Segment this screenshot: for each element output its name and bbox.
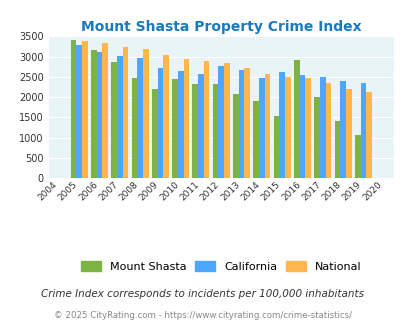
Bar <box>198 74 203 178</box>
Bar <box>224 63 229 178</box>
Bar <box>143 49 148 178</box>
Bar <box>360 83 365 178</box>
Bar <box>232 94 238 178</box>
Bar <box>203 61 209 178</box>
Bar <box>137 58 143 178</box>
Bar <box>325 82 330 178</box>
Bar <box>183 59 189 178</box>
Bar <box>157 68 163 178</box>
Bar <box>131 78 137 178</box>
Bar <box>365 92 371 178</box>
Bar <box>172 79 177 178</box>
Bar <box>218 66 224 178</box>
Text: © 2025 CityRating.com - https://www.cityrating.com/crime-statistics/: © 2025 CityRating.com - https://www.city… <box>54 312 351 320</box>
Bar <box>305 78 310 178</box>
Bar <box>345 89 351 178</box>
Bar <box>111 62 117 178</box>
Bar <box>151 89 157 178</box>
Bar <box>319 77 325 178</box>
Bar <box>117 56 122 178</box>
Bar <box>82 41 87 178</box>
Legend: Mount Shasta, California, National: Mount Shasta, California, National <box>77 257 364 275</box>
Bar <box>273 116 279 178</box>
Bar <box>334 121 339 178</box>
Bar <box>70 40 76 178</box>
Bar <box>284 77 290 178</box>
Bar <box>163 55 168 178</box>
Bar <box>96 52 102 178</box>
Bar <box>253 101 258 178</box>
Bar <box>264 74 270 178</box>
Bar <box>258 79 264 178</box>
Bar <box>102 43 108 178</box>
Bar <box>244 68 249 178</box>
Bar <box>177 71 183 178</box>
Bar <box>299 75 305 178</box>
Text: Crime Index corresponds to incidents per 100,000 inhabitants: Crime Index corresponds to incidents per… <box>41 289 364 299</box>
Bar <box>279 72 284 178</box>
Bar <box>212 84 218 178</box>
Bar <box>192 84 198 178</box>
Bar <box>354 135 360 178</box>
Bar <box>122 47 128 178</box>
Bar <box>238 70 244 178</box>
Bar <box>293 60 299 178</box>
Bar <box>313 97 319 178</box>
Bar <box>76 45 82 178</box>
Bar <box>339 81 345 178</box>
Bar <box>91 50 96 178</box>
Title: Mount Shasta Property Crime Index: Mount Shasta Property Crime Index <box>81 20 361 34</box>
